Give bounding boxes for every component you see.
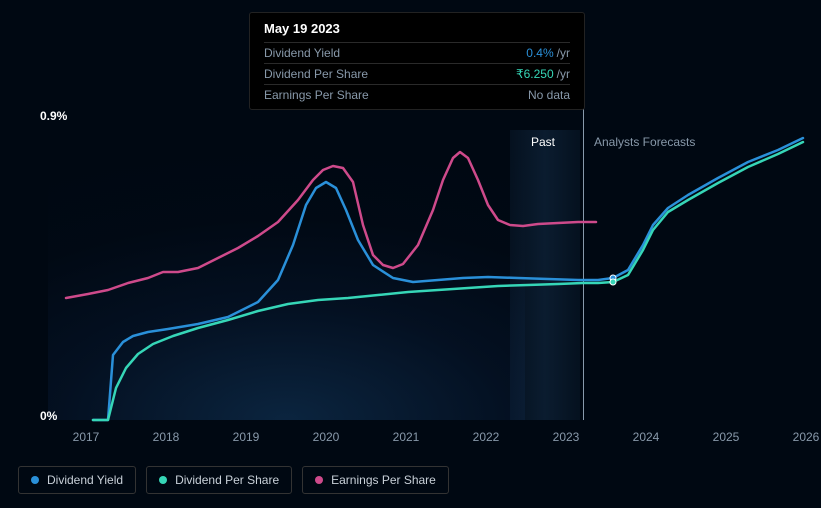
legend-dot-icon — [31, 476, 39, 484]
x-tick-label: 2019 — [233, 430, 260, 444]
tooltip-row-label: Dividend Per Share — [264, 67, 368, 81]
line-marker — [610, 279, 617, 286]
legend-label: Dividend Per Share — [175, 473, 279, 487]
tooltip-date: May 19 2023 — [264, 21, 570, 36]
line-dividend-yield[interactable] — [93, 138, 803, 420]
tooltip-row: Dividend Per Share ₹6.250/yr — [264, 63, 570, 84]
legend-earnings-per-share[interactable]: Earnings Per Share — [302, 466, 449, 494]
tooltip-row: Earnings Per Share No data — [264, 84, 570, 105]
x-tick-label: 2018 — [153, 430, 180, 444]
x-tick-label: 2025 — [713, 430, 740, 444]
legend-label: Earnings Per Share — [331, 473, 436, 487]
x-tick-label: 2023 — [553, 430, 580, 444]
tooltip-row-label: Earnings Per Share — [264, 88, 369, 102]
chart-container: Past Analysts Forecasts 0.9% 0% 20172018… — [18, 0, 803, 455]
legend-dot-icon — [159, 476, 167, 484]
tooltip-row-value: ₹6.250/yr — [516, 67, 570, 81]
chart-lines[interactable] — [48, 130, 803, 420]
x-tick-label: 2017 — [73, 430, 100, 444]
legend-dividend-yield[interactable]: Dividend Yield — [18, 466, 136, 494]
x-tick-label: 2022 — [473, 430, 500, 444]
x-tick-label: 2026 — [793, 430, 820, 444]
legend-label: Dividend Yield — [47, 473, 123, 487]
tooltip-row: Dividend Yield 0.4%/yr — [264, 42, 570, 63]
legend: Dividend Yield Dividend Per Share Earnin… — [18, 466, 449, 494]
legend-dividend-per-share[interactable]: Dividend Per Share — [146, 466, 292, 494]
y-axis-max: 0.9% — [40, 109, 67, 123]
x-tick-label: 2024 — [633, 430, 660, 444]
tooltip-row-label: Dividend Yield — [264, 46, 340, 60]
legend-dot-icon — [315, 476, 323, 484]
tooltip-row-value: No data — [528, 88, 570, 102]
tooltip-row-value: 0.4%/yr — [526, 46, 570, 60]
tooltip: May 19 2023 Dividend Yield0.4%/yrDividen… — [249, 12, 585, 110]
x-tick-label: 2021 — [393, 430, 420, 444]
line-earnings-per-share[interactable] — [66, 152, 596, 298]
x-tick-label: 2020 — [313, 430, 340, 444]
line-dividend-per-share[interactable] — [93, 142, 803, 420]
